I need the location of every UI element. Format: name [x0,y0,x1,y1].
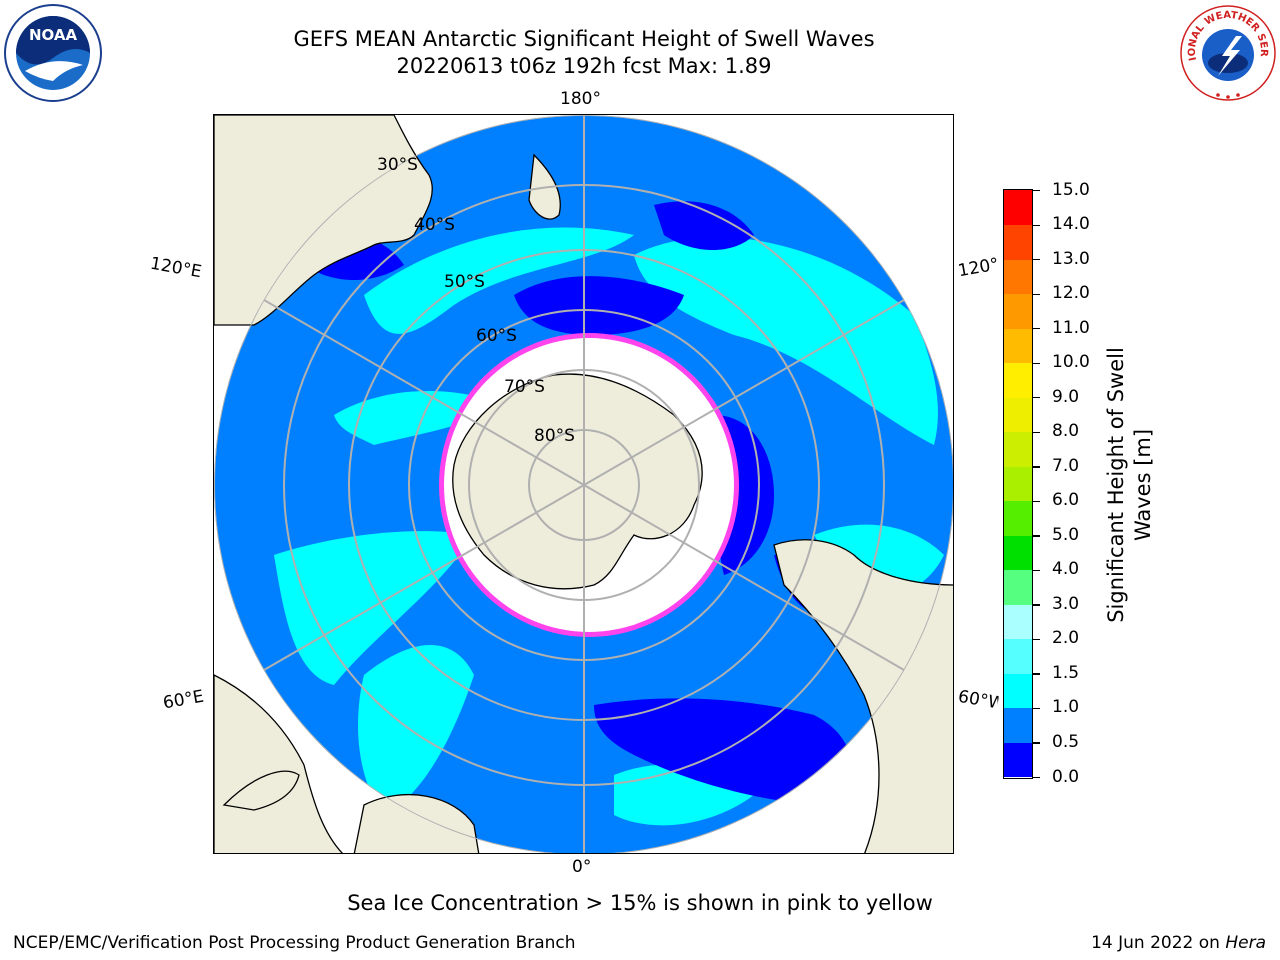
colorbar-tick-label: 8.0 [1052,421,1080,442]
colorbar-tick [1033,569,1040,572]
graticule [214,115,953,853]
colorbar-label: Significant Height of Swell Waves [m] [1104,347,1155,623]
footer-credit: NCEP/EMC/Verification Post Processing Pr… [13,933,576,953]
colorbar-tick-label: 10.0 [1052,352,1090,373]
lat-label-30s: 30°S [377,155,418,175]
lon-label-120e: 120°E [148,253,204,283]
colorbar-tick-label: 12.0 [1052,283,1090,304]
colorbar-segment [1004,638,1032,674]
lat-label-40s: 40°S [414,215,455,235]
lat-label-60s: 60°S [476,326,517,346]
colorbar-tick-label: 3.0 [1052,593,1080,614]
colorbar-tick [1033,604,1040,606]
colorbar-tick-label: 0.0 [1052,766,1080,787]
lon-label-120w: 120°W [956,254,1000,282]
footer-date: 14 Jun 2022 on Hera [1091,933,1266,953]
colorbar-tick [1033,362,1040,364]
colorbar-tick [1033,742,1040,744]
lon-label-180: 180° [560,89,601,109]
polar-map: 30°S 40°S 50°S 60°S 70°S 80°S [213,114,954,854]
landmasses [214,115,953,853]
colorbar-tick [1033,224,1040,226]
colorbar-tick [1033,328,1040,330]
colorbar-tick [1033,259,1040,261]
colorbar-segment [1004,535,1032,571]
colorbar-tick [1033,500,1040,503]
colorbar-tick [1033,707,1040,710]
colorbar-segment [1004,362,1032,398]
colorbar-tick-label: 0.5 [1052,731,1080,752]
chart-subtitle: 20220613 t06z 192h fcst Max: 1.89 [396,54,772,78]
colorbar-tick-label: 4.0 [1052,559,1080,580]
colorbar-tick [1033,293,1040,295]
colorbar-segment [1004,259,1032,295]
colorbar-tick [1033,190,1040,192]
colorbar-segment [1004,673,1032,709]
colorbar-segment [1004,224,1032,260]
colorbar-segment [1004,397,1032,433]
colorbar-tick-label: 15.0 [1052,179,1090,200]
colorbar-tick-label: 13.0 [1052,248,1090,269]
colorbar-segment [1004,569,1032,605]
colorbar-tick-label: 1.0 [1052,697,1080,718]
sea-ice-note: Sea Ice Concentration > 15% is shown in … [347,891,933,915]
lat-label-80s: 80°S [534,426,575,446]
colorbar-tick-label: 1.5 [1052,662,1080,683]
colorbar-tick-label: 6.0 [1052,490,1080,511]
colorbar-segment [1004,431,1032,467]
colorbar-tick-label: 14.0 [1052,214,1090,235]
colorbar-segment [1004,604,1032,640]
colorbar-segment [1004,466,1032,502]
chart-title: GEFS MEAN Antarctic Significant Height o… [293,27,875,51]
colorbar-segment [1004,328,1032,364]
noaa-logo: NOAA [3,3,103,103]
colorbar-tick-label: 2.0 [1052,628,1080,649]
noaa-logo-text: NOAA [29,26,78,44]
lat-label-50s: 50°S [444,272,485,292]
colorbar-tick-label: 11.0 [1052,317,1090,338]
colorbar-tick-label: 7.0 [1052,455,1080,476]
colorbar-tick [1033,431,1040,433]
colorbar-segment [1004,742,1032,778]
colorbar-segment [1004,190,1032,226]
colorbar-tick [1033,638,1040,641]
national-weather-service-logo: NATIONAL WEATHER SERVICE [1174,0,1278,103]
lat-label-70s: 70°S [504,377,545,397]
footer-host: Hera [1225,933,1266,953]
colorbar-tick-label: 5.0 [1052,524,1080,545]
colorbar-tick [1033,466,1040,468]
lon-label-0: 0° [572,857,592,877]
colorbar-tick [1033,397,1040,399]
colorbar [1003,189,1033,779]
colorbar-tick-label: 9.0 [1052,386,1080,407]
colorbar-segment [1004,293,1032,329]
colorbar-tick [1033,535,1040,537]
lon-label-60e: 60°E [161,686,206,714]
colorbar-segment [1004,707,1032,743]
colorbar-tick [1033,777,1040,779]
colorbar-segment [1004,500,1032,536]
colorbar-tick [1033,673,1040,675]
lon-label-60w: 60°W [956,686,1000,714]
